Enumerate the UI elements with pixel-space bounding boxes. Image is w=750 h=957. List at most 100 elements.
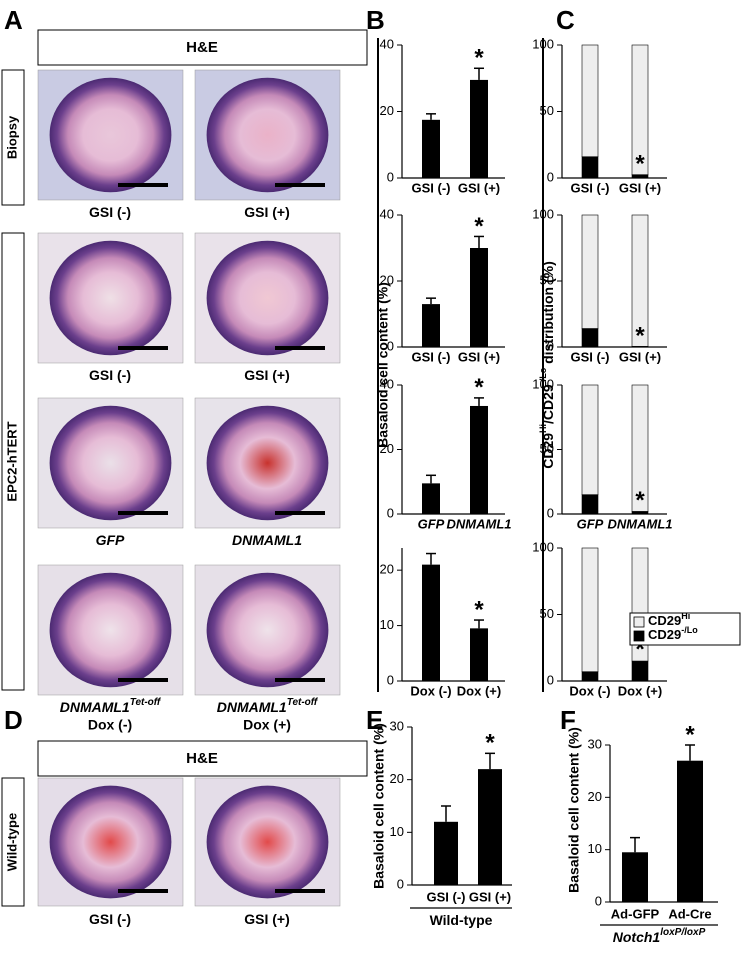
row-label: Wild-type	[4, 813, 19, 871]
row-label-box	[1, 777, 25, 907]
tissue	[49, 405, 172, 521]
legend-label: CD29-/Lo	[648, 625, 698, 642]
caption-sup: Tet-off	[287, 697, 319, 708]
y-tick-label: 100	[532, 36, 554, 51]
y-tick-label: 50	[540, 606, 554, 621]
caption: GSI (+)	[244, 204, 290, 220]
legend-label: CD29Hi	[648, 611, 690, 628]
header: H&E	[186, 39, 218, 56]
x-tick-label: GFP	[577, 516, 604, 531]
scale-bar	[118, 889, 168, 893]
tissue	[206, 240, 329, 356]
y-axis-label-part: -/Lo	[538, 367, 548, 384]
bar	[478, 769, 502, 885]
caption: GSI (-)	[89, 911, 131, 927]
row-label: Biopsy	[4, 115, 19, 159]
x-tick-label: DNMAML1	[608, 516, 673, 531]
bar	[470, 79, 488, 178]
y-tick-label: 0	[387, 169, 394, 184]
error-bar	[474, 67, 484, 80]
caption: DNMAML1	[232, 532, 302, 548]
legend-box	[629, 612, 741, 646]
scale-bar	[275, 678, 325, 682]
y-tick-label: 20	[380, 562, 394, 577]
caption: DNMAML1Tet-off	[60, 697, 162, 715]
bar	[470, 248, 488, 347]
tissue	[49, 240, 172, 356]
bar	[434, 821, 458, 885]
x-tick-label: GSI (-)	[571, 180, 610, 195]
panel-letter: D	[4, 705, 23, 735]
y-tick-label: 20	[390, 771, 404, 786]
bar-segment	[581, 547, 599, 672]
x-tick-label: GSI (+)	[619, 180, 661, 195]
x-axis-label-text: Wild-type	[430, 912, 493, 928]
y-tick-label: 0	[397, 876, 404, 891]
panel-letter: C	[556, 5, 575, 35]
significance: *	[635, 322, 645, 349]
panel-letter: F	[560, 705, 576, 735]
caption-sup: Tet-off	[130, 697, 162, 708]
significance: *	[474, 596, 484, 623]
legend-sup: -/Lo	[681, 625, 698, 635]
row-label-box	[1, 232, 25, 691]
tissue	[206, 405, 329, 521]
caption-text: GSI (-)	[89, 911, 131, 927]
bar-segment	[631, 384, 649, 512]
error-bar	[441, 805, 451, 822]
y-tick-label: 0	[547, 505, 554, 520]
x-tick-label: Ad-Cre	[668, 906, 711, 921]
y-tick-label: 10	[380, 617, 394, 632]
tissue	[49, 785, 172, 899]
y-tick-label: 10	[588, 841, 602, 856]
bar-segment	[631, 660, 649, 682]
panel-letter: A	[4, 5, 23, 35]
caption-text: GSI (+)	[244, 204, 290, 220]
caption: GSI (-)	[89, 367, 131, 383]
bar-segment	[581, 384, 599, 495]
y-tick-label: 0	[547, 169, 554, 184]
x-axis-label: Notch1loxP/loxP	[613, 927, 706, 945]
bar	[422, 483, 440, 514]
x-tick-label: Ad-GFP	[611, 906, 660, 921]
bar-segment	[581, 44, 599, 158]
significance: *	[685, 721, 695, 748]
scale-bar	[118, 511, 168, 515]
scale-bar	[118, 678, 168, 682]
y-tick-label: 10	[390, 824, 404, 839]
caption-text: GSI (+)	[244, 367, 290, 383]
bar	[422, 119, 440, 178]
caption: GSI (+)	[244, 367, 290, 383]
error-bar	[426, 474, 436, 484]
x-tick-label: GSI (+)	[619, 349, 661, 364]
tissue	[206, 572, 329, 688]
scale-bar	[275, 346, 325, 350]
x-axis-label: Wild-type	[430, 912, 493, 928]
caption: GSI (+)	[244, 911, 290, 927]
y-tick-label: 30	[588, 736, 602, 751]
y-tick-label: 50	[540, 441, 554, 456]
x-axis-label-sup: loxP/loxP	[660, 927, 705, 938]
bar	[422, 304, 440, 347]
scale-bar	[275, 183, 325, 187]
significance: *	[474, 374, 484, 401]
bar	[622, 852, 648, 902]
y-tick-label: 0	[387, 505, 394, 520]
y-tick-label: 50	[540, 272, 554, 287]
bar-segment	[631, 44, 649, 175]
bar-segment	[581, 156, 599, 179]
y-tick-label: 50	[540, 103, 554, 118]
x-tick-label: GSI (+)	[458, 349, 500, 364]
error-bar	[474, 397, 484, 406]
bar	[470, 405, 488, 514]
y-axis-label: Basaloid cell content (%)	[375, 282, 391, 448]
y-tick-label: 40	[380, 206, 394, 221]
error-bar	[485, 752, 495, 770]
caption: GSI (-)	[89, 204, 131, 220]
error-bar	[474, 619, 484, 629]
x-tick-label: Dox (+)	[457, 683, 501, 698]
x-tick-label: GSI (+)	[458, 180, 500, 195]
bar-segment	[581, 214, 599, 329]
y-axis-label-part: distribution (%)	[540, 261, 556, 368]
